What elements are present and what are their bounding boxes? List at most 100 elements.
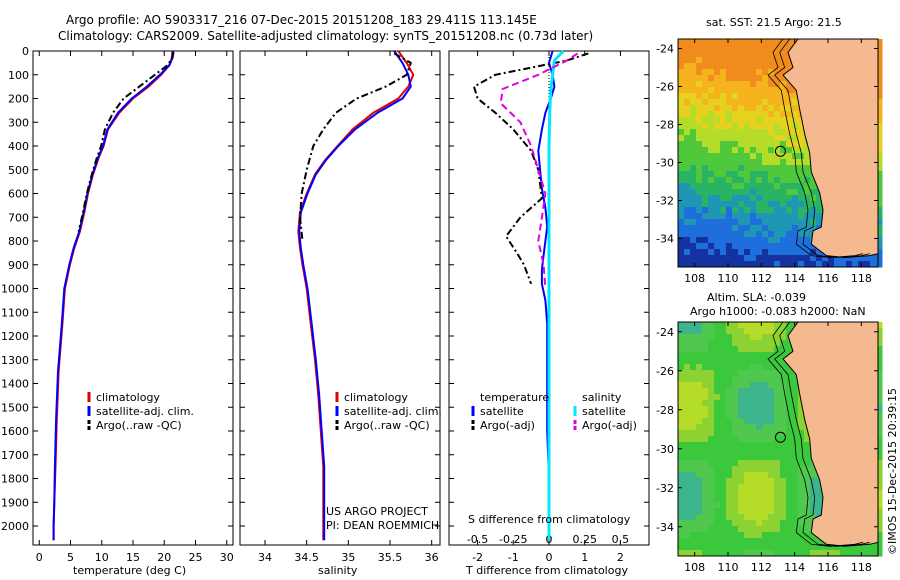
map-cell <box>702 502 709 509</box>
map-cell <box>732 442 739 449</box>
map-cell <box>756 249 763 256</box>
map-cell <box>756 171 763 178</box>
map-cell <box>762 442 769 449</box>
map-cell <box>696 255 703 262</box>
map-cell <box>684 508 691 515</box>
map-cell <box>876 111 883 118</box>
map-cell <box>684 472 691 479</box>
map-cell <box>756 153 763 160</box>
map-cell <box>720 376 727 383</box>
map-cell <box>876 382 883 389</box>
map-cell <box>780 526 787 533</box>
map-cell <box>708 123 715 130</box>
map-cell <box>756 454 763 461</box>
map-cell <box>726 153 733 160</box>
map-cell <box>876 490 883 497</box>
map-cell <box>750 460 757 467</box>
map-cell <box>750 382 757 389</box>
map-cell <box>684 394 691 401</box>
map-cell <box>792 484 799 491</box>
map-cell <box>780 207 787 214</box>
map-cell <box>804 207 811 214</box>
map-cell <box>876 237 883 244</box>
map-cell <box>756 69 763 76</box>
map-cell <box>702 207 709 214</box>
map-cell <box>738 57 745 64</box>
map-cell <box>876 225 883 232</box>
map-cell <box>732 231 739 238</box>
map-cell <box>696 159 703 166</box>
map-cell <box>780 153 787 160</box>
map-cell <box>744 57 751 64</box>
map-cell <box>750 490 757 497</box>
map-cell <box>798 207 805 214</box>
map-cell <box>768 520 775 527</box>
map-cell <box>738 117 745 124</box>
map-cell <box>774 207 781 214</box>
map-cell <box>810 466 817 473</box>
map-cell <box>786 346 793 353</box>
map-cell <box>738 129 745 136</box>
map-cell <box>762 436 769 443</box>
map-cell <box>810 514 817 521</box>
map-cell <box>798 538 805 545</box>
map-cell <box>720 171 727 178</box>
map-cell <box>714 448 721 455</box>
map-cell <box>804 430 811 437</box>
map-cell <box>798 165 805 172</box>
map-cell <box>768 442 775 449</box>
map-cell <box>678 526 685 533</box>
map-cell <box>726 514 733 521</box>
map-cell <box>780 334 787 341</box>
map-cell <box>732 502 739 509</box>
map-cell <box>684 45 691 52</box>
map-cell <box>774 436 781 443</box>
map-cell <box>732 394 739 401</box>
map-cell <box>708 159 715 166</box>
map-cell <box>774 400 781 407</box>
map-cell <box>870 261 877 268</box>
map-cell <box>708 183 715 190</box>
map-cell <box>792 496 799 503</box>
map-cell <box>774 454 781 461</box>
map-cell <box>684 334 691 341</box>
map-cell <box>690 87 697 94</box>
map-cell <box>864 550 871 557</box>
map-cell <box>678 99 685 106</box>
map-cell <box>792 171 799 178</box>
map-cell <box>678 255 685 262</box>
map-cell <box>876 466 883 473</box>
map-cell <box>708 201 715 208</box>
map-cell <box>714 472 721 479</box>
map-cell <box>750 213 757 220</box>
map-cell <box>750 478 757 485</box>
map-cell <box>816 496 823 503</box>
map-cell <box>702 237 709 244</box>
map-cell <box>756 496 763 503</box>
map-cell <box>792 93 799 100</box>
map-cell <box>708 346 715 353</box>
map-cell <box>744 454 751 461</box>
map-cell <box>798 472 805 479</box>
map-cell <box>876 496 883 503</box>
map-cell <box>744 111 751 118</box>
map-cell <box>684 484 691 491</box>
map-cell <box>798 520 805 527</box>
y-tick-label: 500 <box>8 164 29 177</box>
map-cell <box>780 406 787 413</box>
map-cell <box>678 490 685 497</box>
map-cell <box>762 490 769 497</box>
map-cell <box>744 159 751 166</box>
map-cell <box>762 81 769 88</box>
map-cell <box>702 538 709 545</box>
map-cell <box>762 105 769 112</box>
map-cell <box>768 87 775 94</box>
map-cell <box>708 213 715 220</box>
map-cell <box>840 261 847 268</box>
map-cell <box>792 550 799 557</box>
map-cell <box>786 460 793 467</box>
x-tick-label: 35 <box>341 551 355 564</box>
map-cell <box>696 69 703 76</box>
map-cell <box>696 147 703 154</box>
map-cell <box>786 237 793 244</box>
